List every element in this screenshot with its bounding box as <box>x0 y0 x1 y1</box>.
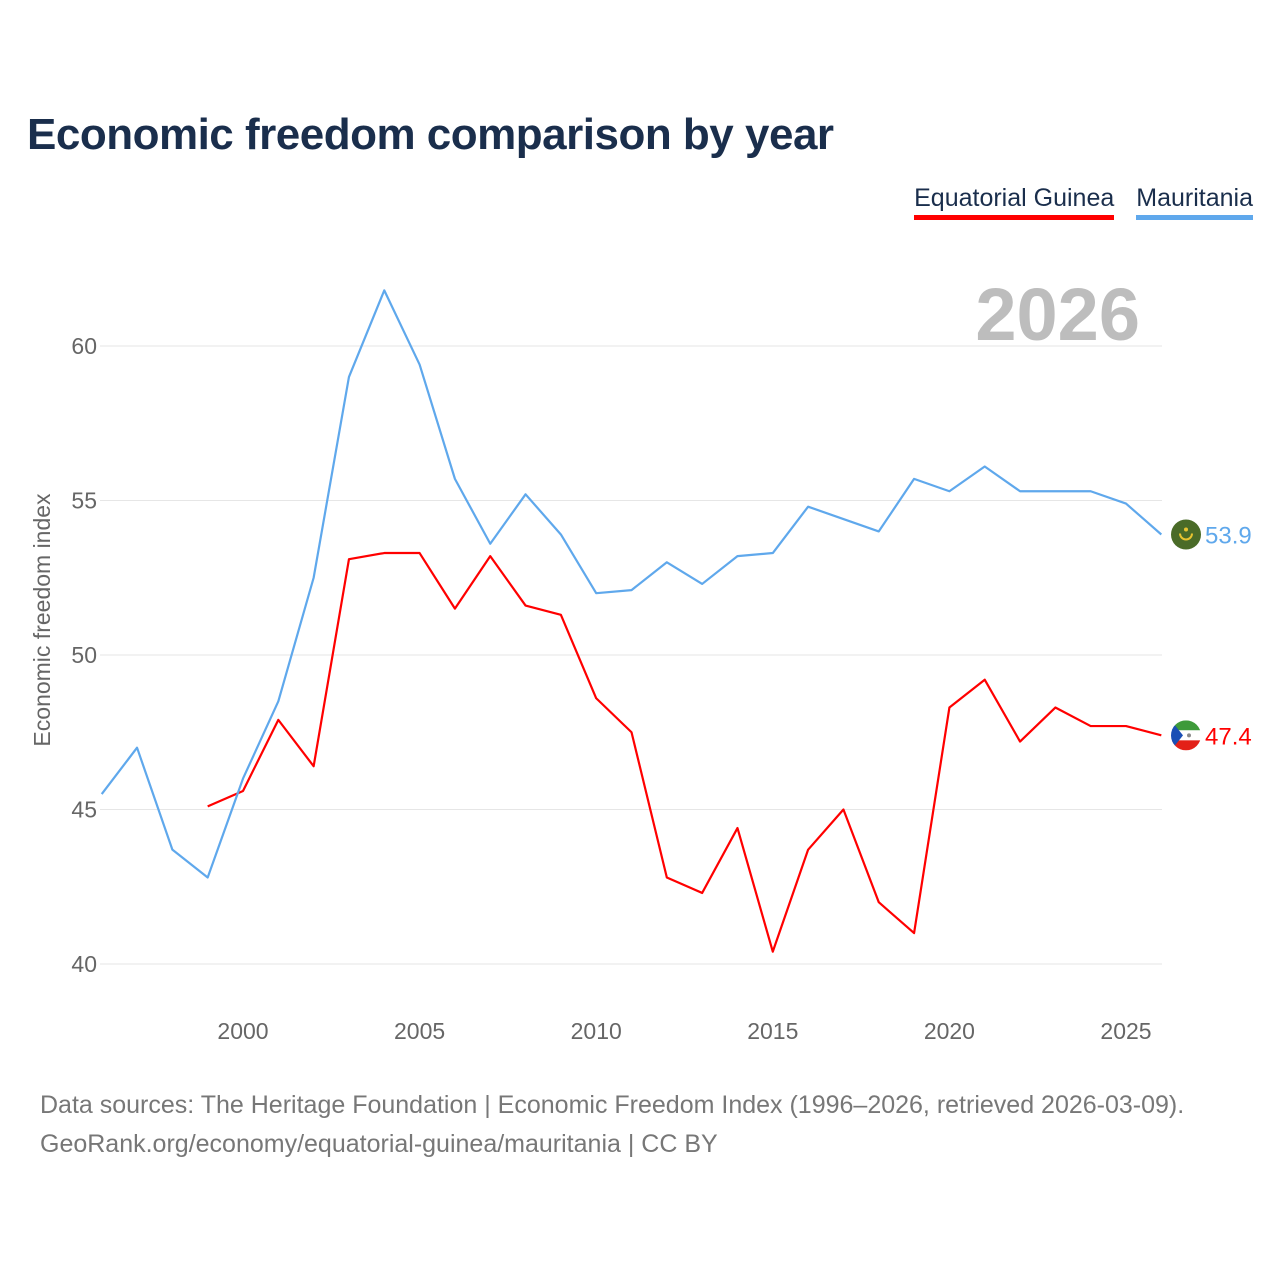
end-value-label: 53.9 <box>1205 522 1252 549</box>
y-tick-label: 40 <box>71 951 97 977</box>
equatorial-guinea-flag-icon <box>1171 720 1201 751</box>
y-axis-label: Economic freedom index <box>29 493 55 747</box>
x-tick-label: 2005 <box>394 1018 445 1044</box>
y-tick-label: 60 <box>71 333 97 359</box>
x-tick-label: 2025 <box>1100 1018 1151 1044</box>
mauritania-flag-icon <box>1171 519 1201 550</box>
source-link[interactable]: GeoRank.org/economy/equatorial-guinea/ma… <box>40 1130 718 1158</box>
legend-item-equatorial-guinea[interactable]: Equatorial Guinea <box>914 184 1115 220</box>
x-tick-label: 2010 <box>571 1018 622 1044</box>
y-tick-label: 55 <box>71 488 97 514</box>
data-source: Data sources: The Heritage Foundation | … <box>40 1091 1185 1119</box>
series-line-equatorial-guinea[interactable] <box>207 551 1162 953</box>
x-tick-label: 2000 <box>217 1018 268 1044</box>
y-tick-label: 50 <box>71 642 97 668</box>
end-value-label: 47.4 <box>1205 723 1252 750</box>
x-tick-label: 2020 <box>924 1018 975 1044</box>
footer: Data sources: The Heritage Foundation | … <box>40 1086 1184 1164</box>
year-watermark: 2026 <box>975 273 1140 356</box>
chart-title: Economic freedom comparison by year <box>27 110 834 159</box>
series-line-mauritania[interactable] <box>100 289 1163 879</box>
y-tick-label: 45 <box>71 797 97 823</box>
x-tick-label: 2015 <box>747 1018 798 1044</box>
legend: Equatorial Guinea Mauritania <box>914 184 1253 220</box>
legend-item-mauritania[interactable]: Mauritania <box>1136 184 1253 220</box>
